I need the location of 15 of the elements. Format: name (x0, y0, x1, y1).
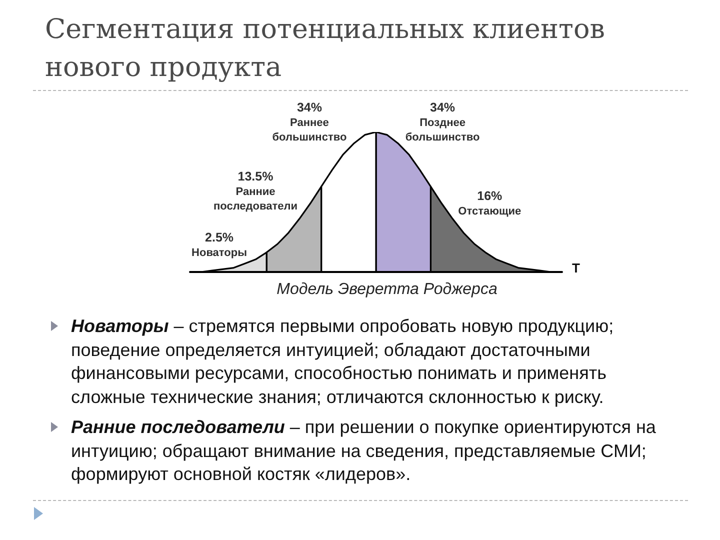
text: 34% (430, 100, 456, 115)
text: 34% (296, 100, 322, 115)
x-axis-title: T (572, 260, 580, 276)
chart-title: Сегментация потенциальных клиентов нового продукта (45, 13, 606, 85)
series-label: Отстающие (458, 206, 522, 218)
text: Новаторы – стремятся первыми опробовать новую продукцию; поведение определяется интуицией; обладают достаточными финансовыми ресурсами, способностью понимать и применять сложные технические знания; отличаются склонностью к риску. (71, 315, 615, 409)
annotation: 2.5% (205, 230, 234, 244)
annotation: 16% (477, 189, 502, 204)
series-label: Ранние последователи (214, 186, 298, 212)
text: Модель Эверетта Роджерса (276, 281, 498, 299)
series-label: Новаторы (192, 246, 248, 259)
text: Ранние последователи – при решении о покупке ориентируются на интуицию; обращают внимание на сведения, представляемые СМИ; формируют основной костяк «лидеров». (71, 416, 657, 486)
series-label: Раннее большинство (272, 117, 347, 144)
series-label: Позднее большинство (405, 117, 480, 144)
annotation: 13.5% (238, 169, 274, 184)
